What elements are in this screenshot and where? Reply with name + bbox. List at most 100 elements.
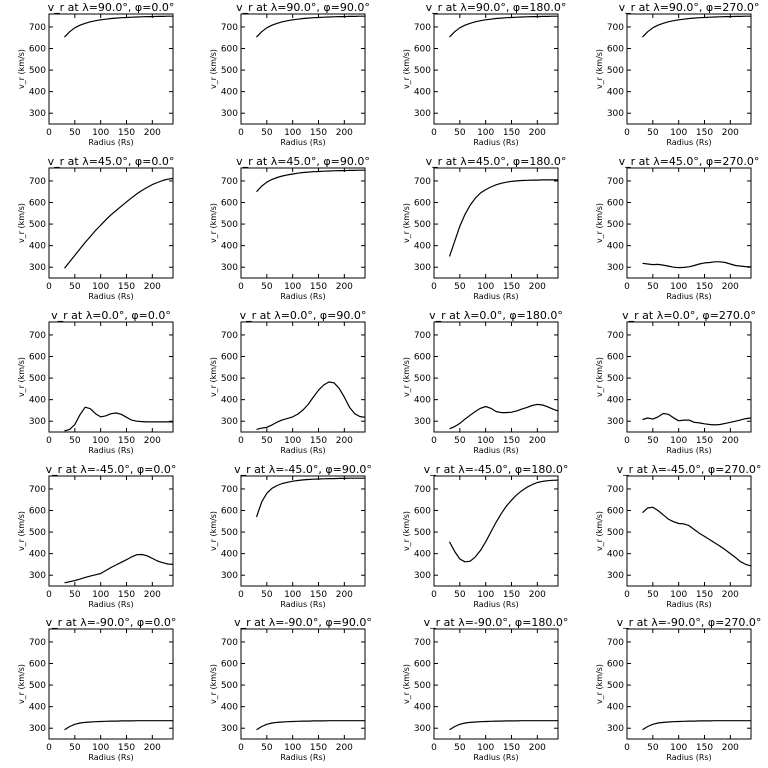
- chart-panel: v_r at λ=0.0°, φ=90.0° 0 50 100 150 200 300 400…: [209, 309, 366, 455]
- chart-panel: v_r at λ=-45.0°, φ=90.0° 0 50 100 150 200 300 4…: [209, 463, 372, 609]
- series-line: [642, 720, 751, 731]
- chart-title: v_r at λ=90.0°, φ=180.0°: [426, 1, 567, 14]
- y-tick-label: 700: [29, 23, 46, 33]
- y-axis-label: v_r (km/s): [17, 203, 26, 243]
- y-tick-label: 700: [414, 23, 431, 33]
- series-line: [448, 479, 559, 563]
- series-line: [449, 15, 558, 38]
- x-axis-label: Radius (Rs): [88, 292, 133, 301]
- chart-panel: v_r at λ=-90.0°, φ=270.0° 0 50 100 150 200 300…: [595, 616, 761, 762]
- chart-title: v_r at λ=45.0°, φ=180.0°: [426, 155, 567, 168]
- x-tick-label: 50: [69, 436, 81, 446]
- series-line: [255, 477, 365, 518]
- y-tick-label: 400: [29, 396, 46, 406]
- x-tick-label: 200: [336, 743, 353, 753]
- y-axis-label: v_r (km/s): [17, 357, 26, 397]
- x-tick-label: 150: [696, 590, 713, 600]
- x-tick-label: 100: [477, 436, 494, 446]
- y-tick-label: 500: [221, 528, 238, 538]
- y-tick-label: 700: [414, 177, 431, 187]
- x-tick-label: 100: [92, 590, 109, 600]
- x-tick-label: 0: [624, 743, 630, 753]
- chart-title: v_r at λ=-90.0°, φ=90.0°: [234, 616, 372, 629]
- x-axis-label: Radius (Rs): [473, 600, 518, 609]
- y-tick-label: 400: [29, 88, 46, 98]
- x-tick-label: 50: [647, 282, 659, 292]
- x-tick-label: 150: [503, 743, 520, 753]
- x-tick-label: 50: [647, 743, 659, 753]
- chart-title: v_r at λ=90.0°, φ=90.0°: [236, 1, 370, 14]
- y-tick-label: 300: [221, 571, 238, 581]
- y-tick-label: 400: [29, 703, 46, 713]
- y-tick-label: 400: [607, 396, 624, 406]
- plot-frame: [240, 475, 366, 587]
- chart-panel: v_r at λ=-90.0°, φ=0.0° 0 50 100 150 200 300 40…: [17, 616, 176, 762]
- chart-title: v_r at λ=-45.0°, φ=0.0°: [46, 463, 177, 476]
- y-tick-label: 600: [607, 353, 624, 363]
- y-axis-label: v_r (km/s): [595, 203, 604, 243]
- chart-panel: v_r at λ=45.0°, φ=180.0° 0 50 100 150 200 300 4…: [402, 155, 566, 301]
- x-axis-label: Radius (Rs): [280, 446, 325, 455]
- y-tick-label: 500: [29, 66, 46, 76]
- x-tick-label: 100: [284, 590, 301, 600]
- y-tick-label: 700: [414, 331, 431, 341]
- y-tick-label: 500: [221, 66, 238, 76]
- y-tick-label: 600: [29, 353, 46, 363]
- y-tick-label: 600: [414, 353, 431, 363]
- x-tick-label: 150: [118, 590, 135, 600]
- x-tick-label: 0: [46, 590, 52, 600]
- y-tick-label: 500: [221, 681, 238, 691]
- y-tick-label: 600: [221, 353, 238, 363]
- y-tick-label: 400: [221, 396, 238, 406]
- x-tick-label: 200: [336, 128, 353, 138]
- y-tick-label: 700: [607, 485, 624, 495]
- y-axis-label: v_r (km/s): [402, 511, 411, 551]
- chart-title: v_r at λ=90.0°, φ=0.0°: [48, 1, 175, 14]
- y-axis-label: v_r (km/s): [209, 664, 218, 704]
- y-tick-label: 300: [221, 417, 238, 427]
- chart-panel: v_r at λ=90.0°, φ=180.0° 0 50 100 150 200 300 4…: [402, 1, 566, 147]
- y-tick-label: 500: [607, 66, 624, 76]
- plot-frame: [48, 475, 174, 587]
- chart-title: v_r at λ=-90.0°, φ=0.0°: [46, 616, 177, 629]
- y-tick-label: 300: [607, 109, 624, 119]
- chart-panel: v_r at λ=-90.0°, φ=90.0° 0 50 100 150 200 300 4…: [209, 616, 372, 762]
- y-tick-label: 300: [607, 571, 624, 581]
- y-tick-label: 600: [414, 45, 431, 55]
- x-tick-label: 200: [722, 128, 739, 138]
- series-line: [64, 720, 173, 731]
- chart-title: v_r at λ=90.0°, φ=270.0°: [619, 1, 760, 14]
- y-tick-label: 700: [221, 23, 238, 33]
- y-tick-label: 300: [607, 724, 624, 734]
- plot-frame: [433, 475, 559, 587]
- y-tick-label: 500: [607, 374, 624, 384]
- plot-frame: [626, 321, 752, 433]
- x-tick-label: 150: [310, 282, 327, 292]
- chart-title: v_r at λ=0.0°, φ=90.0°: [240, 309, 367, 322]
- chart-panel: v_r at λ=0.0°, φ=180.0° 0 50 100 150 200 300 40…: [402, 309, 563, 455]
- x-tick-label: 50: [454, 282, 466, 292]
- y-tick-label: 600: [414, 660, 431, 670]
- y-tick-label: 700: [414, 638, 431, 648]
- y-axis-label: v_r (km/s): [17, 49, 26, 89]
- x-tick-label: 0: [624, 128, 630, 138]
- y-tick-label: 500: [29, 374, 46, 384]
- x-axis-label: Radius (Rs): [280, 138, 325, 147]
- x-tick-label: 200: [529, 590, 546, 600]
- y-tick-label: 300: [414, 724, 431, 734]
- series-line: [64, 15, 173, 38]
- series-line: [642, 412, 752, 426]
- series-line: [642, 15, 751, 38]
- plot-frame: [626, 475, 752, 587]
- chart-panel: v_r at λ=90.0°, φ=0.0° 0 50 100 150 200 300 400…: [17, 1, 174, 147]
- chart-title: v_r at λ=0.0°, φ=180.0°: [429, 309, 563, 322]
- x-tick-label: 100: [92, 743, 109, 753]
- y-tick-label: 700: [221, 638, 238, 648]
- x-tick-label: 150: [503, 436, 520, 446]
- y-tick-label: 400: [221, 550, 238, 560]
- y-tick-label: 300: [29, 571, 46, 581]
- x-tick-label: 150: [118, 436, 135, 446]
- x-tick-label: 50: [454, 590, 466, 600]
- y-tick-label: 500: [607, 220, 624, 230]
- x-axis-label: Radius (Rs): [666, 753, 711, 762]
